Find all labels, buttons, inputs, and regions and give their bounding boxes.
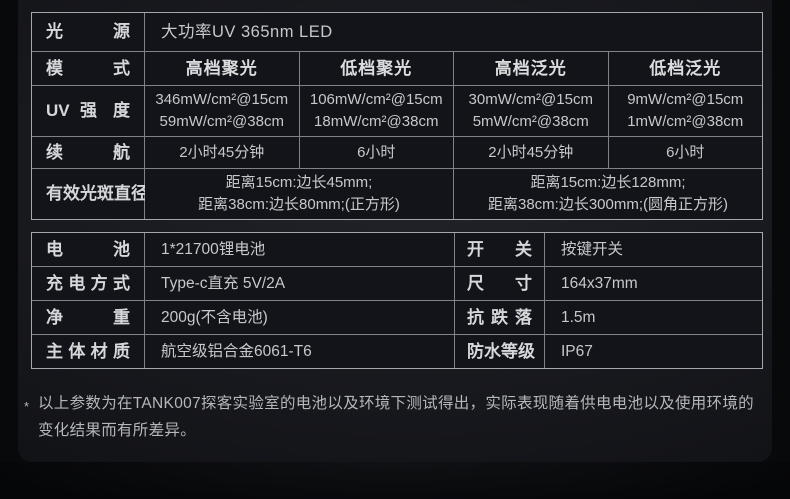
bottom-vignette — [0, 462, 790, 499]
charging-label-text: 充电方式 — [46, 273, 130, 293]
spot-size-floodlight: 距离15cm:边长128mm; 距离38cm:边长300mm;(圆角正方形) — [454, 169, 762, 219]
runtime-label: 续 航 — [32, 137, 144, 168]
runtime-high-flood: 2小时45分钟 — [454, 137, 608, 168]
uv-intensity-low-spot: 106mW/cm²@15cm 18mW/cm²@38cm — [299, 86, 453, 136]
waterproof-value: IP67 — [545, 335, 762, 368]
spot-size-line: 距离15cm:边长128mm; — [530, 174, 686, 191]
material-label: 主体材质 — [32, 335, 144, 368]
runtime-high-spot: 2小时45分钟 — [145, 137, 299, 168]
battery-label: 电 池 — [32, 233, 144, 266]
uv-value-line: 1mW/cm²@38cm — [627, 113, 744, 130]
charging-value: Type-c直充 5V/2A — [145, 267, 454, 300]
mode-header-low-flood: 低档泛光 — [608, 52, 762, 85]
size-label-text: 尺 寸 — [467, 273, 532, 293]
mode-header-low-spot: 低档聚光 — [299, 52, 453, 85]
material-label-text: 主体材质 — [46, 341, 130, 361]
battery-value: 1*21700锂电池 — [145, 233, 454, 266]
drop-resistance-label: 抗 跌 落 — [455, 301, 544, 334]
uv-value-line: 106mW/cm²@15cm — [309, 91, 443, 108]
spot-size-label: 有效光斑直径 — [32, 169, 148, 219]
detail-table: 电 池 1*21700锂电池 开 关 按键开关 充电方式 Type-c直充 5V… — [31, 232, 763, 369]
waterproof-label-text: 防水等级 — [467, 341, 535, 361]
material-value: 航空级铝合金6061-T6 — [145, 335, 454, 368]
size-label: 尺 寸 — [455, 267, 544, 300]
uv-value-line: 346mW/cm²@15cm — [155, 91, 289, 108]
light-source-value: 大功率UV 365nm LED — [145, 13, 762, 51]
runtime-label-text: 续 航 — [46, 142, 130, 162]
uv-value-line: 9mW/cm²@15cm — [627, 91, 744, 108]
uv-value-line: 59mW/cm²@38cm — [159, 113, 284, 130]
mode-label: 模 式 — [32, 52, 144, 85]
light-source-label: 光 源 — [32, 13, 144, 51]
spot-size-line: 距离15cm:边长45mm; — [225, 174, 373, 191]
uv-intensity-low-flood: 9mW/cm²@15cm 1mW/cm²@38cm — [608, 86, 762, 136]
spec-table: 光 源 大功率UV 365nm LED 模 式 高档聚光 低档聚光 高档泛光 低… — [31, 12, 763, 220]
footnote-asterisk: * — [24, 399, 30, 414]
uv-value-line: 30mW/cm²@15cm — [468, 91, 593, 108]
uv-intensity-label: UV 强 度 — [32, 86, 144, 136]
uv-intensity-high-flood: 30mW/cm²@15cm 5mW/cm²@38cm — [454, 86, 608, 136]
spot-size-spotlight: 距离15cm:边长45mm; 距离38cm:边长80mm;(正方形) — [145, 169, 453, 219]
switch-label: 开 关 — [455, 233, 544, 266]
uv-value-line: 18mW/cm²@38cm — [314, 113, 439, 130]
spot-size-line: 距离38cm:边长300mm;(圆角正方形) — [487, 196, 729, 213]
switch-label-text: 开 关 — [467, 239, 532, 259]
mode-header-high-flood: 高档泛光 — [454, 52, 608, 85]
weight-label-text: 净 重 — [46, 307, 130, 327]
spot-size-line: 距离38cm:边长80mm;(正方形) — [198, 196, 400, 213]
uv-intensity-high-spot: 346mW/cm²@15cm 59mW/cm²@38cm — [145, 86, 299, 136]
light-source-label-text: 光 源 — [46, 22, 130, 41]
runtime-low-flood: 6小时 — [608, 137, 762, 168]
footnote: * 以上参数为在TANK007探客实验室的电池以及环境下测试得出，实际表现随着供… — [24, 390, 766, 444]
size-value: 164x37mm — [545, 267, 762, 300]
waterproof-label: 防水等级 — [455, 335, 544, 368]
uv-value-line: 5mW/cm²@38cm — [472, 113, 589, 130]
weight-value: 200g(不含电池) — [145, 301, 454, 334]
mode-label-text: 模 式 — [46, 58, 130, 78]
spot-size-label-text: 有效光斑直径 — [46, 184, 148, 203]
uv-intensity-label-text: UV 强 度 — [46, 101, 130, 120]
mode-header-high-spot: 高档聚光 — [145, 52, 299, 85]
drop-resistance-value: 1.5m — [545, 301, 762, 334]
runtime-low-spot: 6小时 — [299, 137, 453, 168]
switch-value: 按键开关 — [545, 233, 762, 266]
footnote-text: 以上参数为在TANK007探客实验室的电池以及环境下测试得出，实际表现随着供电电… — [38, 395, 754, 439]
battery-label-text: 电 池 — [46, 239, 130, 259]
weight-label: 净 重 — [32, 301, 144, 334]
charging-label: 充电方式 — [32, 267, 144, 300]
drop-resistance-label-text: 抗 跌 落 — [467, 307, 532, 327]
